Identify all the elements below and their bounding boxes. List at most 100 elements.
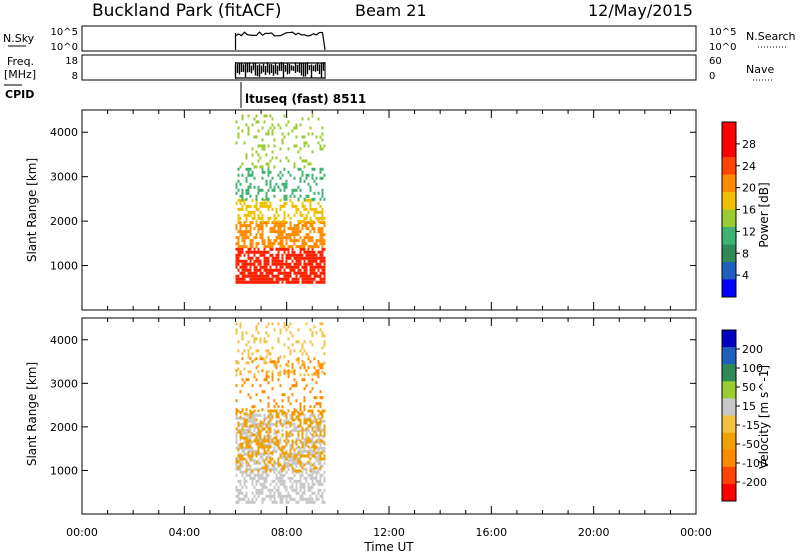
data-cell xyxy=(237,416,240,420)
data-cell xyxy=(277,494,280,498)
data-cell xyxy=(255,245,258,249)
data-cell xyxy=(263,253,266,257)
data-cell xyxy=(239,325,242,329)
data-cell xyxy=(247,500,250,504)
data-cell xyxy=(247,378,250,382)
data-cell xyxy=(235,201,238,205)
data-cell xyxy=(311,473,314,477)
data-cell xyxy=(275,500,278,504)
colorbar-tick-label: 50 xyxy=(742,381,756,394)
data-cell xyxy=(315,253,318,257)
data-cell xyxy=(263,448,266,452)
data-cell xyxy=(287,253,290,257)
data-cell xyxy=(307,198,310,202)
data-cell xyxy=(263,358,266,362)
colorbar-segment xyxy=(722,122,736,140)
data-cell xyxy=(291,265,294,269)
data-cell xyxy=(269,126,272,130)
data-cell xyxy=(321,482,324,486)
data-cell xyxy=(273,428,276,432)
data-cell xyxy=(279,176,282,180)
time-tick-label: 16:00 xyxy=(475,526,507,539)
data-cell xyxy=(293,256,296,260)
data-cell xyxy=(297,437,300,441)
data-cell xyxy=(323,256,326,260)
nsky-tick-low: 10^0 xyxy=(51,42,78,53)
data-cell xyxy=(307,245,310,249)
data-cell xyxy=(293,268,296,272)
data-cell xyxy=(267,494,270,498)
data-cell xyxy=(307,500,310,504)
data-cell xyxy=(301,346,304,350)
data-cell xyxy=(321,322,324,326)
data-cell xyxy=(303,497,306,501)
data-cell xyxy=(261,427,264,431)
data-cell xyxy=(283,461,286,465)
data-cell xyxy=(293,428,296,432)
data-cell xyxy=(255,460,258,464)
data-cell xyxy=(269,425,272,429)
data-cell xyxy=(299,167,302,171)
data-cell xyxy=(315,135,318,139)
data-cell xyxy=(285,461,288,465)
data-cell xyxy=(237,367,240,371)
data-cell xyxy=(239,454,242,458)
data-cell xyxy=(245,412,248,416)
data-cell xyxy=(315,239,318,243)
data-cell xyxy=(319,242,322,246)
data-cell xyxy=(285,500,288,504)
data-cell xyxy=(299,482,302,486)
data-cell xyxy=(239,245,242,249)
data-cell xyxy=(237,132,240,136)
data-cell xyxy=(269,239,272,243)
data-cell xyxy=(237,250,240,254)
data-cell xyxy=(247,230,250,234)
data-cell xyxy=(261,216,264,220)
data-cell xyxy=(295,399,298,403)
data-cell xyxy=(265,204,268,208)
data-cell xyxy=(241,334,244,338)
data-cell xyxy=(269,416,272,420)
data-cell xyxy=(277,360,280,364)
nave-tick-high: 60 xyxy=(709,56,722,67)
data-cell xyxy=(289,233,292,237)
colorbar-segment xyxy=(722,449,736,468)
data-cell xyxy=(253,473,256,477)
data-cell xyxy=(285,123,288,127)
data-cell xyxy=(269,185,272,189)
data-cell xyxy=(257,427,260,431)
data-cell xyxy=(279,221,282,225)
data-cell xyxy=(311,463,314,467)
data-cell xyxy=(287,337,290,341)
data-cell xyxy=(319,421,322,425)
nsky-label: N.Sky xyxy=(3,32,35,45)
data-cell xyxy=(309,439,312,443)
data-cell xyxy=(273,464,276,468)
data-cell xyxy=(309,449,312,453)
data-cell xyxy=(263,497,266,501)
data-cell xyxy=(245,262,248,266)
data-cell xyxy=(313,179,316,183)
data-cell xyxy=(251,458,254,462)
data-cell xyxy=(303,485,306,489)
data-cell xyxy=(267,381,270,385)
data-cell xyxy=(317,201,320,205)
data-cell xyxy=(237,230,240,234)
data-cell xyxy=(309,340,312,344)
data-cell xyxy=(287,346,290,350)
data-cell xyxy=(257,349,260,353)
data-cell xyxy=(257,448,260,452)
data-cell xyxy=(289,221,292,225)
data-cell xyxy=(319,366,322,370)
data-cell xyxy=(295,245,298,249)
data-cell xyxy=(241,431,244,435)
data-cell xyxy=(289,424,292,428)
data-cell xyxy=(251,479,254,483)
data-cell xyxy=(269,412,272,416)
data-cell xyxy=(311,476,314,480)
data-cell xyxy=(305,265,308,269)
data-cell xyxy=(309,162,312,166)
data-cell xyxy=(293,467,296,471)
data-cell xyxy=(309,360,312,364)
